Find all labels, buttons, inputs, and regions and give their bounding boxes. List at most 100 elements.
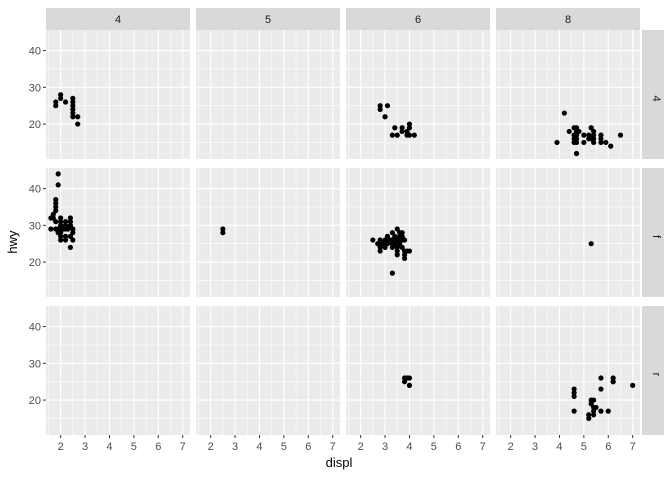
panel-background	[196, 168, 340, 297]
y-tick-label: 30	[29, 220, 41, 232]
data-point	[573, 128, 580, 135]
data-point	[58, 237, 64, 243]
data-point	[389, 244, 395, 250]
data-point	[392, 241, 398, 247]
column-strip	[346, 8, 490, 30]
y-tick-label: 30	[29, 358, 41, 370]
column-strip-label: 6	[415, 14, 421, 26]
data-point	[573, 132, 580, 138]
data-point	[389, 132, 395, 138]
y-tick-label: 40	[29, 322, 41, 334]
data-point	[591, 132, 597, 138]
data-point	[588, 241, 594, 247]
data-point	[586, 136, 592, 142]
x-tick-label: 4	[256, 441, 262, 453]
x-tick-label: 3	[532, 441, 538, 453]
panel-f-4	[46, 168, 190, 297]
data-point	[70, 110, 76, 116]
data-point	[561, 110, 567, 116]
data-point	[75, 114, 81, 120]
data-point	[70, 95, 76, 101]
y-tick-label: 30	[29, 82, 41, 94]
panel-background	[346, 30, 490, 159]
y-axis-title: hwy	[5, 230, 20, 254]
row-strip-label: f	[650, 235, 662, 239]
x-tick-label: 5	[281, 441, 287, 453]
data-point	[605, 408, 611, 414]
x-tick-label: 4	[406, 441, 412, 453]
data-point	[571, 393, 577, 400]
data-point	[591, 397, 597, 403]
data-point	[573, 136, 580, 142]
data-point	[394, 226, 400, 232]
data-point	[70, 114, 76, 120]
data-point	[220, 230, 226, 236]
data-point	[67, 244, 74, 250]
data-point	[58, 233, 64, 239]
facet-strips: 4 5 6 8 4 f r	[46, 8, 664, 435]
data-point	[67, 233, 74, 239]
axes: 20 30 40 20 30 40 20 30 40 2 3 4 5 6 7 2 3 4 5 6 7 2 3 4 5 6 7 2 3 4 5…	[29, 46, 636, 453]
data-point	[598, 375, 604, 381]
x-tick-label: 7	[630, 441, 636, 453]
data-point	[67, 219, 74, 225]
data-point	[392, 233, 398, 239]
data-point	[591, 136, 597, 142]
column-strip	[46, 8, 190, 30]
data-point	[62, 222, 69, 228]
data-point	[384, 241, 391, 247]
panel-4-8	[496, 30, 640, 159]
data-point	[404, 128, 410, 135]
panel-background	[496, 306, 640, 435]
data-point	[591, 412, 597, 418]
data-point	[60, 226, 66, 232]
data-point	[571, 386, 577, 392]
data-point	[554, 139, 560, 146]
data-point	[399, 233, 405, 239]
x-tick-label: 2	[358, 441, 364, 453]
data-point	[48, 226, 54, 232]
data-point	[220, 226, 226, 232]
data-point	[406, 132, 413, 138]
column-strip-label: 5	[265, 14, 271, 26]
data-point	[62, 99, 69, 105]
data-point	[401, 252, 408, 258]
column-strip	[196, 8, 340, 30]
data-point	[55, 182, 61, 188]
data-point	[62, 237, 69, 243]
data-point	[67, 215, 74, 221]
x-tick-label: 7	[480, 441, 486, 453]
panel-background	[46, 30, 190, 159]
data-point	[571, 139, 577, 146]
data-point	[588, 401, 594, 407]
data-point	[58, 92, 64, 98]
data-point	[70, 99, 76, 105]
data-point	[58, 215, 64, 221]
data-point	[65, 226, 71, 232]
panel-f-5	[196, 168, 340, 297]
x-tick-label: 4	[106, 441, 112, 453]
x-tick-label: 3	[382, 441, 388, 453]
data-point	[406, 248, 413, 254]
panel-background	[496, 30, 640, 159]
x-tick-label: 2	[208, 441, 214, 453]
column-strip	[496, 8, 640, 30]
data-point	[598, 136, 604, 142]
data-point	[70, 230, 76, 236]
data-point	[598, 139, 604, 146]
data-point	[399, 244, 405, 250]
data-point	[384, 103, 391, 109]
panel-r-6	[346, 306, 490, 435]
data-point	[598, 132, 604, 138]
data-point	[394, 244, 400, 250]
data-point	[58, 222, 64, 228]
data-point	[53, 103, 59, 109]
data-point	[608, 143, 614, 149]
data-point	[571, 408, 577, 414]
data-point	[387, 237, 393, 243]
data-point	[382, 114, 388, 120]
column-strip-label: 4	[115, 14, 121, 26]
data-point	[573, 125, 580, 131]
panel-background	[346, 306, 490, 435]
data-point	[406, 382, 413, 388]
